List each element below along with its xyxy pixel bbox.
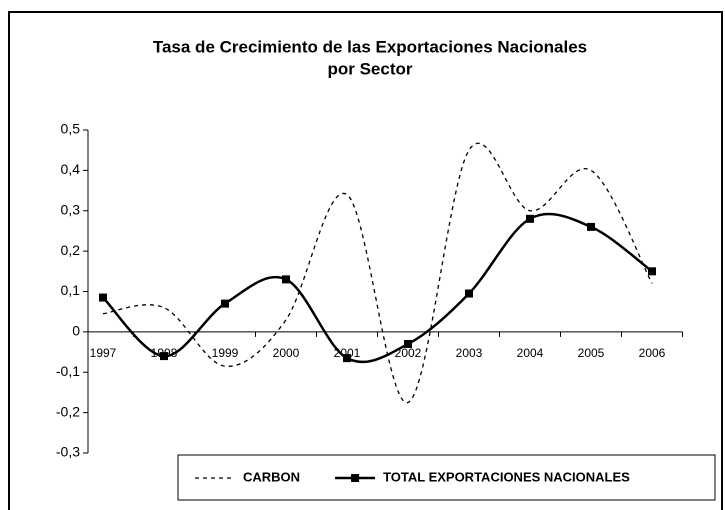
x-tick-label: 1997: [90, 346, 117, 360]
series-marker: [526, 214, 534, 223]
y-tick-label: -0,2: [56, 403, 80, 419]
x-tick-label: 2000: [273, 346, 300, 360]
x-tick-label: 1999: [212, 346, 239, 360]
y-tick-label: -0,3: [56, 444, 80, 460]
series-marker: [343, 354, 351, 363]
chart-title: Tasa de Crecimiento de las Exportaciones…: [153, 37, 587, 56]
y-tick-label: 0: [72, 323, 80, 339]
series-marker: [465, 289, 473, 298]
series-line: [102, 212, 653, 364]
y-tick-label: 0,4: [61, 161, 81, 177]
chart-title: por Sector: [327, 59, 412, 78]
y-tick-label: 0,3: [61, 201, 81, 217]
series-line: [102, 142, 653, 404]
series-marker: [648, 267, 656, 276]
y-tick-label: 0,1: [61, 282, 81, 298]
legend-label: TOTAL EXPORTACIONES NACIONALES: [383, 469, 630, 484]
x-tick-label: 2003: [456, 346, 483, 360]
legend-marker: [351, 474, 360, 482]
x-tick-label: 2006: [639, 346, 666, 360]
series-marker: [221, 299, 229, 308]
series-marker: [404, 339, 412, 348]
series-marker: [99, 293, 107, 302]
legend-box: [177, 454, 716, 501]
series-marker: [160, 352, 168, 361]
series-marker: [587, 222, 595, 231]
y-tick-label: 0,2: [61, 242, 81, 258]
x-tick-label: 2002: [395, 346, 422, 360]
chart-frame: [8, 11, 723, 510]
x-tick-label: 2004: [517, 346, 544, 360]
x-tick-label: 2001: [334, 346, 361, 360]
legend-label: CARBON: [243, 469, 300, 484]
x-tick-label: 2005: [578, 346, 605, 360]
y-tick-label: 0,5: [61, 121, 81, 137]
series-marker: [282, 275, 290, 284]
y-tick-label: -0,1: [56, 363, 80, 379]
